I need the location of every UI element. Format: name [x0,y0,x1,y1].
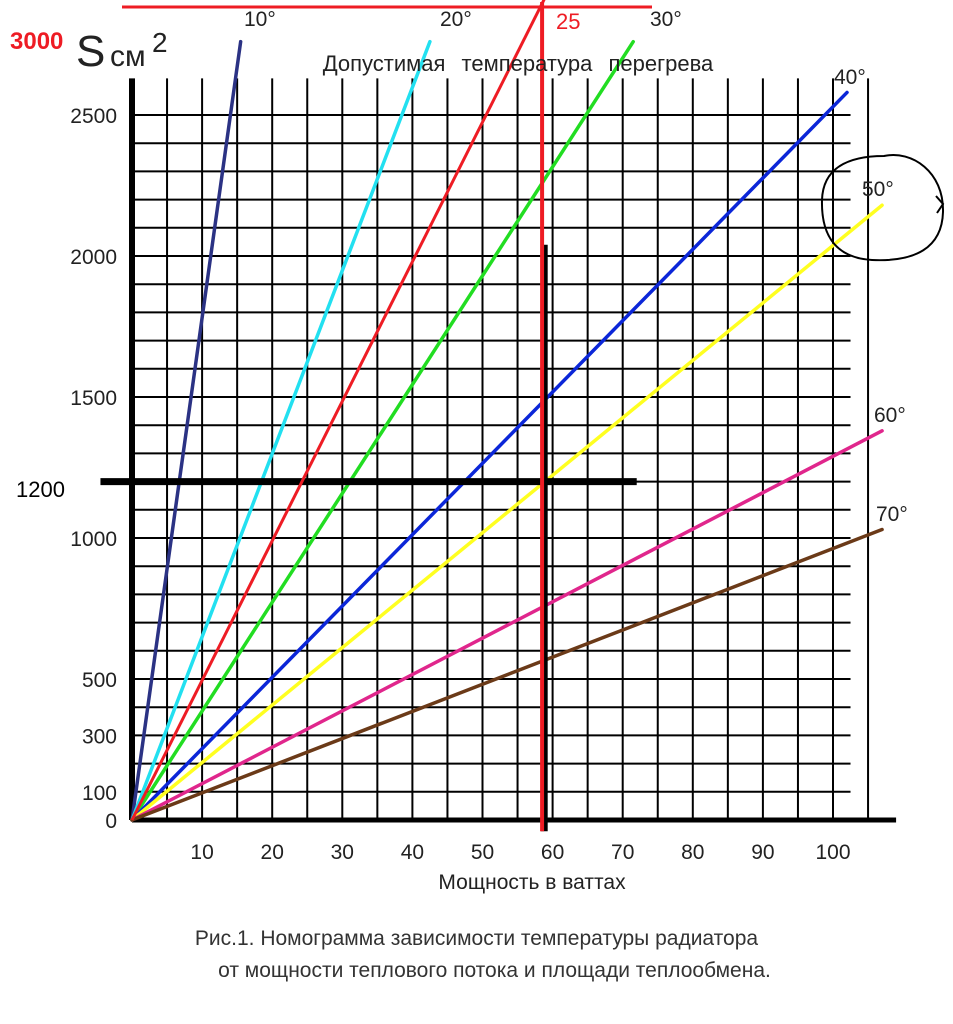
chart-texts: 10 20 30 40 50 60 70 80 90 1000100300500100015002… [10,8,908,894]
x-tick-label: 50 [471,841,494,864]
annotations [100,0,945,832]
series-line [130,39,432,822]
y-tick-label: 500 [82,669,117,692]
chart-title: Допустимая температура перегрева [323,51,714,76]
y-tick-label: 1000 [70,528,117,551]
grid-lines [132,78,870,820]
hand-drawn-circle [820,154,945,262]
x-tick-label: 100 [815,841,850,864]
x-tick-label: 90 [751,841,774,864]
series-label: 40° [834,66,866,89]
series-line [130,39,243,822]
series-label: 20° [440,8,472,31]
axes [129,78,897,823]
nomogram-chart: 10 20 30 40 50 60 70 80 90 1000100300500100015002… [10,0,945,894]
series-line [130,39,635,822]
y-tick-label: 0 [105,810,117,833]
red-series-line [130,0,546,821]
series-line [130,429,884,822]
marker-y-value-label: 1200 [16,477,65,502]
series-label: 70° [876,503,908,526]
series-lines [130,39,884,822]
red-top-value-label: 3000 [10,28,63,55]
figure-caption-line-1: Рис.1. Номограмма зависимости температур… [194,927,759,950]
x-tick-label: 40 [401,841,424,864]
y-tick-label: 2500 [70,105,117,128]
x-tick-label: 30 [331,841,354,864]
y-axis-title-unit: см [110,40,146,73]
x-tick-label: 10 [190,841,213,864]
y-axis-title-symbol: S [76,27,105,76]
x-tick-label: 70 [611,841,634,864]
hand-drawn-tick [935,195,945,214]
y-tick-label: 1500 [70,387,117,410]
x-tick-label: 80 [681,841,704,864]
red-line-label: 25 [556,9,580,34]
y-tick-label: 300 [82,725,117,748]
series-label: 50° [862,178,894,201]
figure-caption-line-2: от мощности теплового потока и площади т… [218,959,771,982]
series-label: 60° [874,404,906,427]
x-axis-label: Мощность в ваттах [438,871,626,894]
x-tick-label: 60 [541,841,564,864]
series-label: 30° [650,8,682,31]
y-tick-label: 2000 [70,246,117,269]
y-axis-title-exponent: 2 [152,27,168,58]
x-tick-label: 20 [261,841,284,864]
y-tick-label: 100 [82,782,117,805]
series-label: 10° [244,8,276,31]
series-line [130,527,884,822]
series-line [130,90,849,822]
series-line [130,203,884,822]
